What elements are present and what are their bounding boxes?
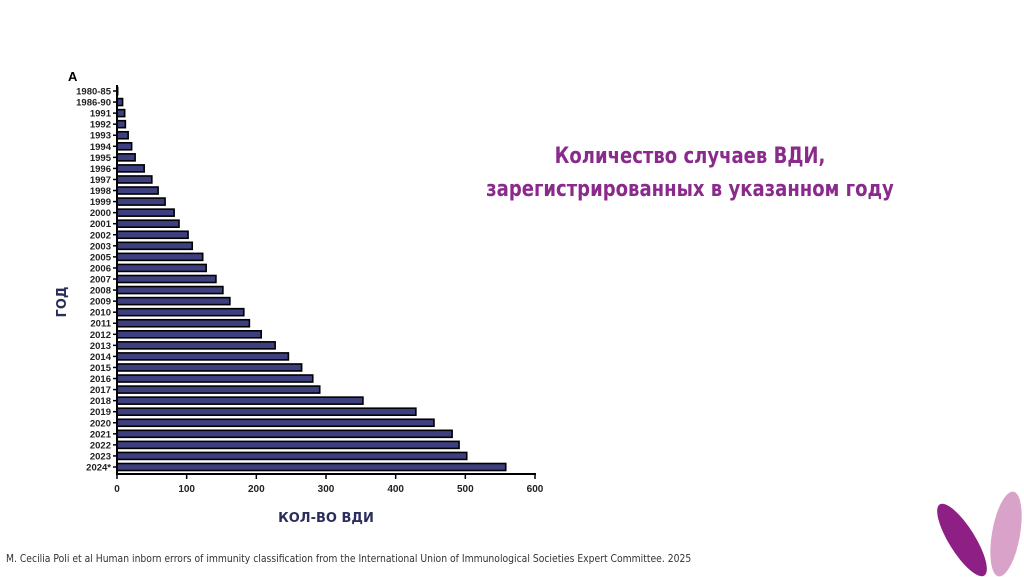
y-tick-label: 1991 (90, 109, 112, 120)
y-tick-label: 2002 (90, 230, 111, 241)
y-tick-label: 1996 (90, 164, 111, 175)
y-tick-label: 2022 (90, 440, 111, 451)
bar-2008 (116, 285, 224, 295)
y-tick-label: 2008 (90, 286, 111, 297)
bar-2018 (116, 396, 364, 405)
bar-1991 (116, 108, 126, 118)
y-tick-label: 2023 (90, 451, 111, 462)
y-tick-label: 2024* (86, 463, 111, 474)
bar-2013 (116, 341, 276, 350)
bar-2001 (116, 219, 180, 229)
y-tick-label: 1999 (90, 197, 111, 208)
y-tick-label: 1994 (90, 142, 112, 153)
y-tick-label: 2009 (90, 297, 111, 308)
y-tick-label: 2007 (90, 275, 111, 286)
y-tick-label: 2018 (90, 396, 111, 407)
bar-2011 (116, 318, 251, 328)
bar-2015 (116, 363, 303, 372)
bar-2017 (116, 385, 321, 394)
x-tick-label: 0 (114, 484, 120, 495)
bar-2021 (116, 429, 453, 439)
bar-2009 (116, 296, 231, 306)
bar-1995 (116, 153, 136, 162)
bar-2012 (116, 329, 263, 339)
y-tick-label: 1998 (90, 186, 111, 197)
bar-1998 (116, 186, 159, 195)
x-tick-label: 200 (248, 484, 265, 495)
y-tick-label: 2003 (90, 241, 111, 252)
y-tick-label: 2016 (90, 374, 111, 385)
x-tick-label: 300 (318, 484, 335, 495)
bar-1997 (116, 175, 153, 184)
slide-title: Количество случаев ВДИ, зарегистрированн… (485, 140, 895, 206)
bar-2023 (116, 451, 468, 461)
bar-1999 (116, 197, 166, 206)
bar-2003 (116, 241, 194, 251)
y-tick-label: 2019 (90, 407, 111, 418)
decorative-leaves-logo (937, 491, 1022, 577)
bar-chart: A ГОД КОЛ-ВО ВДИ 1980-851986-90199119921… (55, 69, 544, 526)
y-tick-label: 1993 (90, 131, 111, 142)
y-tick-label: 2005 (90, 252, 112, 263)
bar-1994 (116, 141, 133, 151)
y-tick-label: 1995 (90, 153, 112, 164)
bar-2014 (116, 352, 290, 361)
x-tick-label: 600 (527, 484, 544, 495)
y-tick-label: 2020 (90, 418, 111, 429)
bar-2020 (116, 418, 435, 428)
y-tick-label: 2010 (90, 308, 111, 319)
y-tick-label: 2017 (90, 385, 111, 396)
citation: M. Cecilia Poli et al Human inborn error… (6, 552, 692, 565)
bar-2010 (116, 307, 245, 317)
y-tick-label: 2015 (90, 363, 112, 374)
slide-title-line2: зарегистрированных в указанном году (486, 177, 894, 202)
light-leaf-icon (990, 491, 1022, 577)
y-tick-label: 2001 (90, 219, 112, 230)
bar-1996 (116, 164, 145, 173)
y-tick-label: 2013 (90, 341, 111, 352)
y-tick-label: 2011 (90, 319, 111, 330)
bar-2016 (116, 374, 314, 383)
y-tick-label: 1986-90 (76, 98, 111, 109)
bar-1992 (116, 119, 127, 129)
x-axis-label: КОЛ-ВО ВДИ (278, 511, 374, 526)
bar-2019 (116, 407, 417, 417)
bar-2022 (116, 440, 460, 450)
y-tick-label: 1980-85 (76, 87, 112, 98)
x-tick-label: 500 (457, 484, 474, 495)
y-tick-label: 1997 (90, 175, 111, 186)
bar-2024* (116, 462, 507, 472)
y-tick-label: 2014 (90, 352, 112, 363)
y-tick-label: 2006 (90, 263, 111, 274)
dark-leaf-icon (937, 503, 987, 577)
bar-2005 (116, 252, 204, 262)
slide-title-line1: Количество случаев ВДИ, (554, 144, 826, 169)
bar-2007 (116, 274, 217, 284)
bar-2006 (116, 263, 207, 273)
y-axis-label: ГОД (55, 287, 70, 318)
y-tick-label: 2012 (90, 330, 111, 341)
x-tick-label: 400 (387, 484, 404, 495)
y-tick-label: 2021 (90, 429, 112, 440)
bar-2002 (116, 230, 189, 240)
bar-2000 (116, 208, 175, 217)
panel-label: A (68, 69, 78, 84)
bar-1993 (116, 130, 129, 140)
y-tick-label: 2000 (90, 208, 111, 219)
y-tick-label: 1992 (90, 120, 111, 131)
x-tick-label: 100 (178, 484, 195, 495)
